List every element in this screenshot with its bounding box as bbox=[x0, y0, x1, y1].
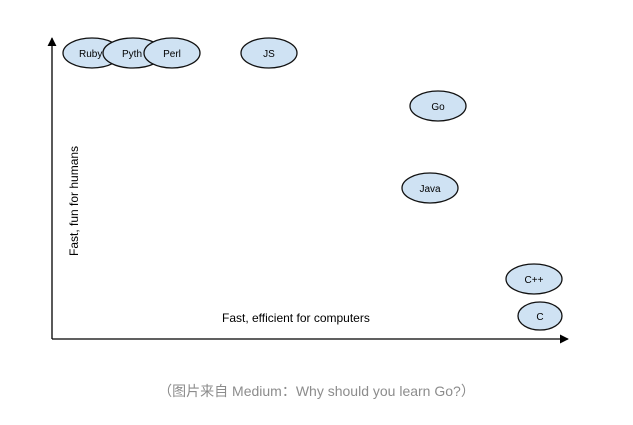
y-axis-label: Fast, fun for humans bbox=[67, 146, 81, 256]
language-label: Ruby bbox=[79, 49, 102, 60]
language-bubble-cpp: C++ bbox=[505, 263, 563, 295]
language-label: C++ bbox=[525, 275, 544, 286]
language-label: JS bbox=[263, 49, 275, 60]
figure-caption: （图片来自 Medium：Why should you learn Go?） bbox=[158, 383, 475, 399]
language-label: Go bbox=[431, 102, 445, 113]
language-label: Java bbox=[419, 184, 441, 195]
language-bubble-go: Go bbox=[409, 90, 467, 122]
language-bubble-js: JS bbox=[240, 37, 298, 69]
language-label: C bbox=[536, 312, 543, 323]
language-bubble-c: C bbox=[517, 301, 563, 331]
language-bubble-perl: Perl bbox=[143, 37, 201, 69]
language-bubble-java: Java bbox=[401, 172, 459, 204]
x-axis-label: Fast, efficient for computers bbox=[222, 311, 370, 325]
language-label: Pyth bbox=[122, 49, 142, 60]
language-label: Perl bbox=[163, 49, 181, 60]
